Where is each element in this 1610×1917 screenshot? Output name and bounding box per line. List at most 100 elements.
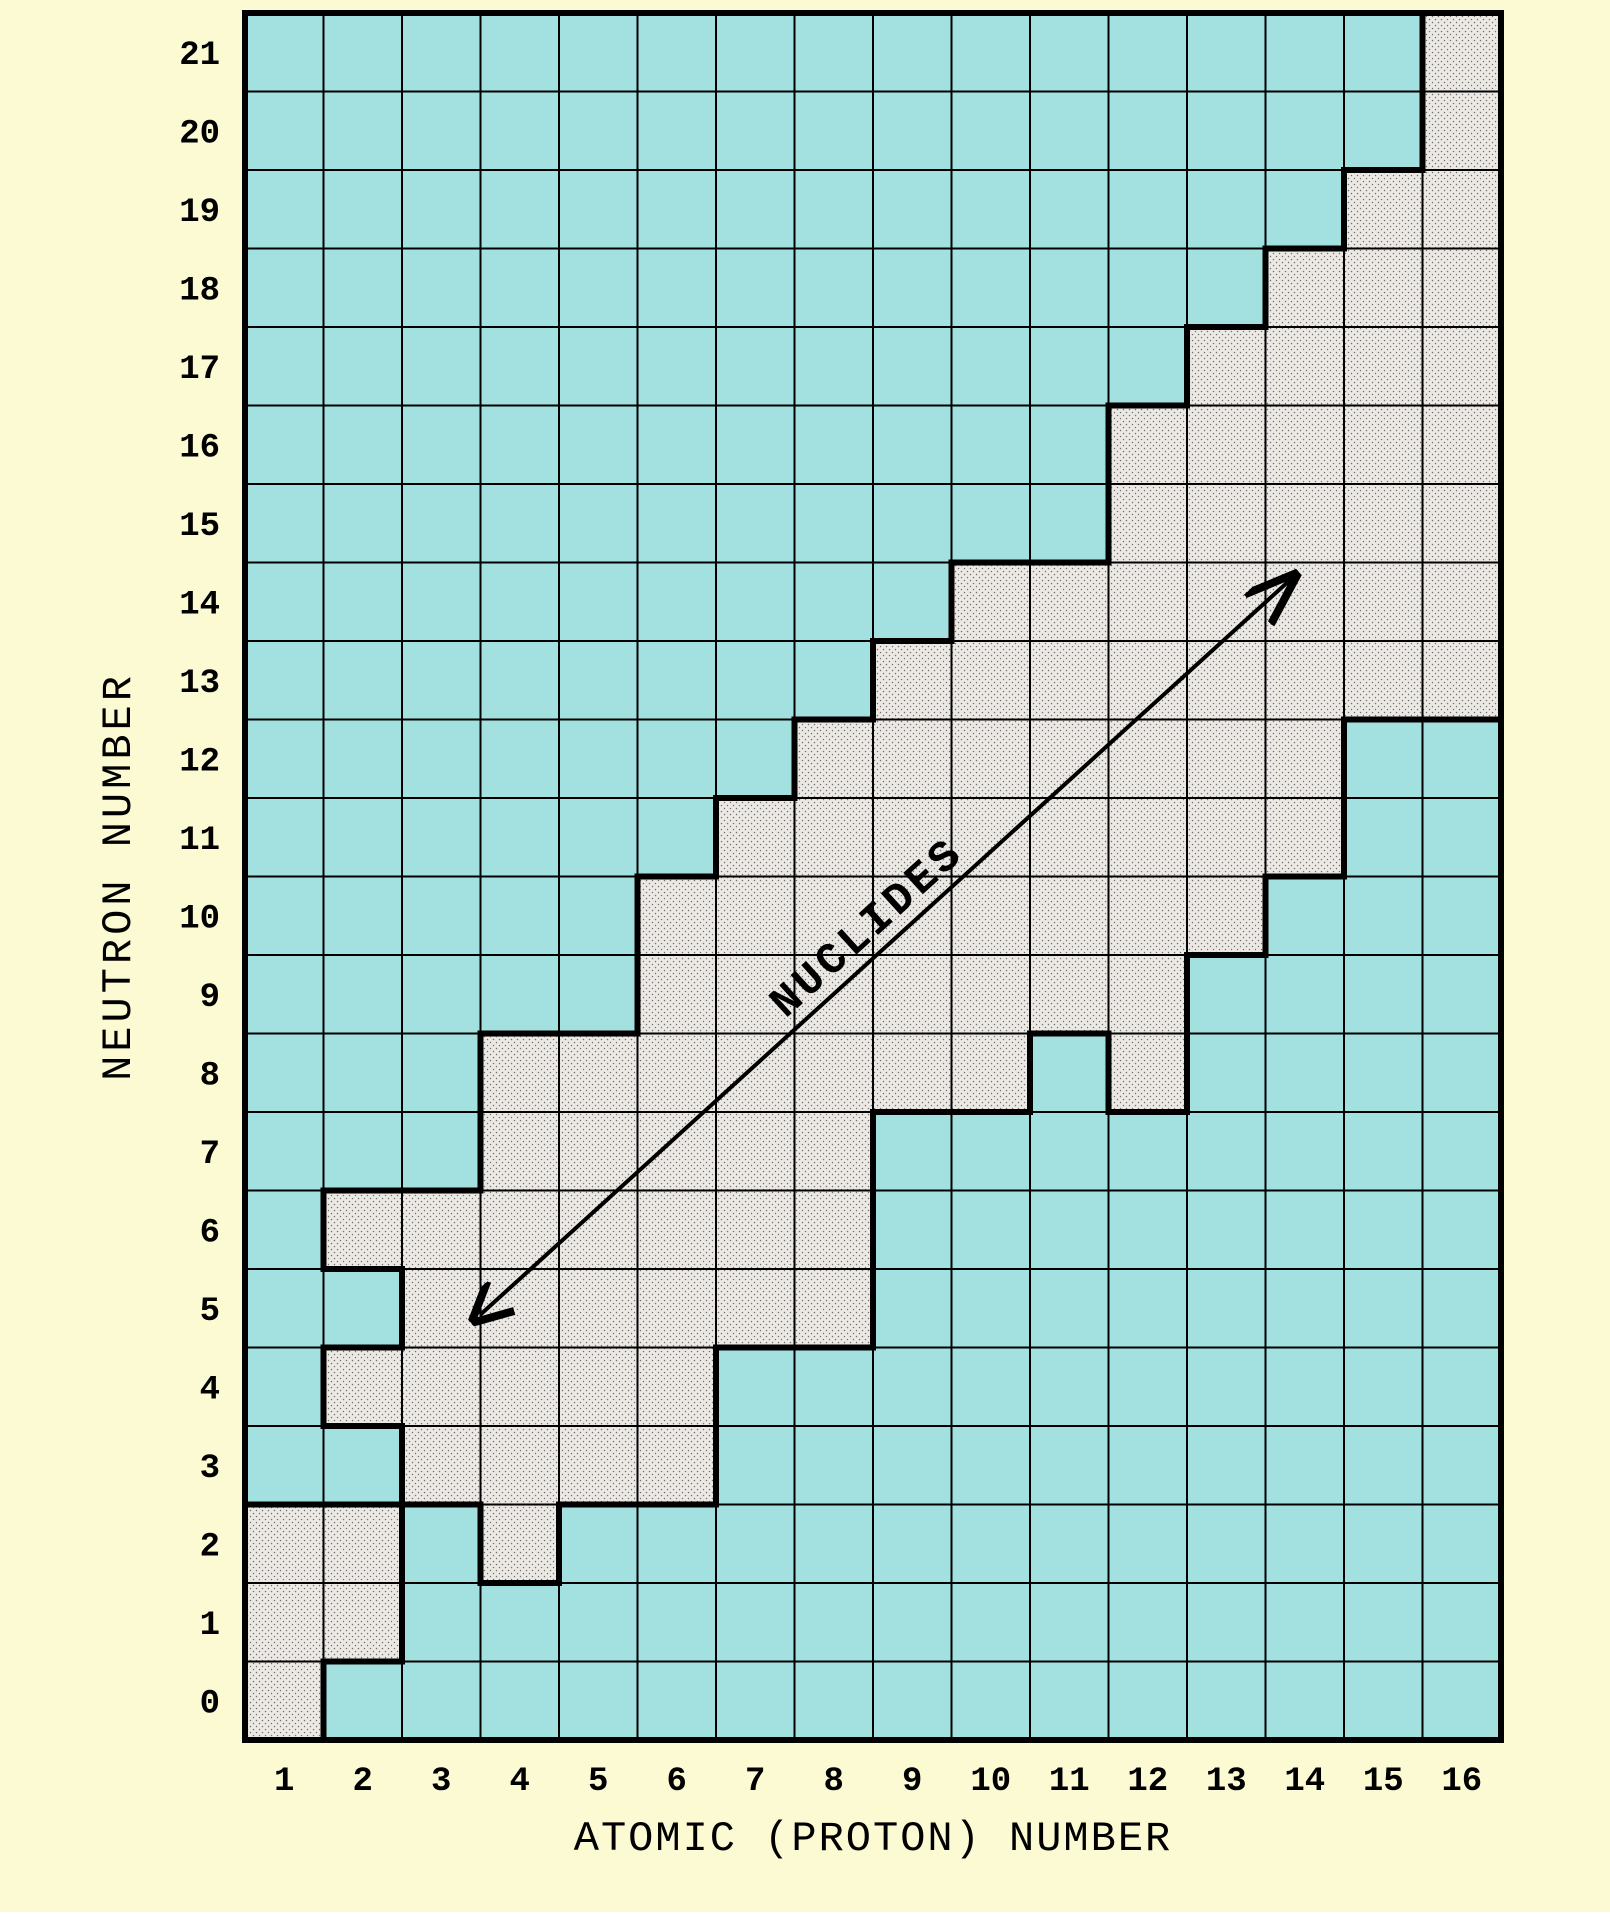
nuclide-cell [1344,641,1423,720]
nuclide-cell [245,1505,324,1584]
nuclide-cell [1344,170,1423,249]
nuclide-cell [1344,249,1423,328]
nuclide-cell [481,1191,560,1270]
nuclide-cell [1423,641,1502,720]
nuclide-cell [795,798,874,877]
y-tick: 17 [179,351,220,389]
nuclide-cell [1423,92,1502,171]
nuclide-cell [1109,1034,1188,1113]
nuclide-cell [716,1034,795,1113]
nuclide-cell [481,1505,560,1584]
x-tick: 7 [745,1763,765,1801]
nuclide-cell [716,1191,795,1270]
x-tick: 15 [1363,1763,1404,1801]
nuclide-cell [952,955,1031,1034]
nuclide-cell [402,1191,481,1270]
nuclide-cell [481,1034,560,1113]
nuclide-cell [1266,563,1345,642]
nuclide-cell [1266,327,1345,406]
nuclide-cell [1423,13,1502,92]
nuclide-cell [873,720,952,799]
nuclide-cell [1187,798,1266,877]
nuclide-cell [638,1191,717,1270]
nuclide-cell [1266,406,1345,485]
nuclide-cell [1109,406,1188,485]
y-tick: 21 [179,37,220,75]
x-tick: 1 [274,1763,294,1801]
x-tick: 16 [1441,1763,1482,1801]
nuclide-cell [1109,484,1188,563]
nuclide-cell [1266,798,1345,877]
nuclide-cell [873,1034,952,1113]
nuclide-cell [1187,877,1266,956]
nuclide-cell [1187,327,1266,406]
y-tick: 12 [179,744,220,782]
nuclide-cell [559,1112,638,1191]
nuclide-cell [1109,563,1188,642]
nuclide-cell [638,1426,717,1505]
nuclide-cell [1423,327,1502,406]
y-axis-label: NEUTRON NUMBER [95,672,143,1081]
nuclide-cell [1030,955,1109,1034]
nuclide-cell [638,1034,717,1113]
nuclide-cell [559,1269,638,1348]
nuclide-cell [1187,563,1266,642]
y-tick: 6 [200,1215,220,1253]
x-axis-label: ATOMIC (PROTON) NUMBER [574,1815,1173,1863]
y-tick: 11 [179,822,220,860]
nuclide-cell [402,1348,481,1427]
nuclide-cell [559,1426,638,1505]
nuclide-cell [1187,641,1266,720]
nuclide-cell [402,1269,481,1348]
nuclide-cell [324,1505,403,1584]
y-tick: 13 [179,665,220,703]
nuclide-cell [716,1269,795,1348]
x-tick: 6 [667,1763,687,1801]
x-tick: 12 [1127,1763,1168,1801]
nuclide-cell [1187,484,1266,563]
y-tick: 19 [179,194,220,232]
y-tick: 0 [200,1686,220,1724]
y-tick: 2 [200,1529,220,1567]
nuclide-cell [1266,484,1345,563]
y-tick: 7 [200,1136,220,1174]
y-tick: 18 [179,273,220,311]
nuclide-cell [1030,563,1109,642]
nuclide-cell [1109,798,1188,877]
y-tick: 5 [200,1293,220,1331]
x-tick: 8 [824,1763,844,1801]
chart-svg: 1234567891011121314151601234567891011121… [0,0,1610,1912]
nuclide-cell [873,641,952,720]
nuclide-cell [1266,641,1345,720]
y-tick: 4 [200,1372,220,1410]
nuclide-cell [1187,720,1266,799]
nuclide-cell [1109,877,1188,956]
nuclide-cell [481,1112,560,1191]
nuclide-cell [795,1034,874,1113]
nuclide-cell [245,1583,324,1662]
nuclide-cell [638,1112,717,1191]
nuclide-cell [1423,563,1502,642]
y-tick: 3 [200,1450,220,1488]
nuclide-cell [1423,484,1502,563]
y-tick: 15 [179,508,220,546]
nuclide-cell [795,1112,874,1191]
x-tick: 10 [970,1763,1011,1801]
nuclide-cell [324,1583,403,1662]
nuclide-cell [559,1191,638,1270]
nuclide-cell [1266,249,1345,328]
nuclide-cell [1030,641,1109,720]
nuclide-cell [638,955,717,1034]
nuclide-cell [952,1034,1031,1113]
x-tick: 4 [510,1763,530,1801]
nuclide-cell [638,1269,717,1348]
nuclide-cell [1423,249,1502,328]
y-tick: 14 [179,587,220,625]
nuclide-cell [324,1348,403,1427]
y-tick: 20 [179,116,220,154]
y-tick: 16 [179,430,220,468]
x-tick: 2 [353,1763,373,1801]
nuclide-cell [1266,720,1345,799]
nuclide-cell [716,877,795,956]
nuclide-cell [638,877,717,956]
